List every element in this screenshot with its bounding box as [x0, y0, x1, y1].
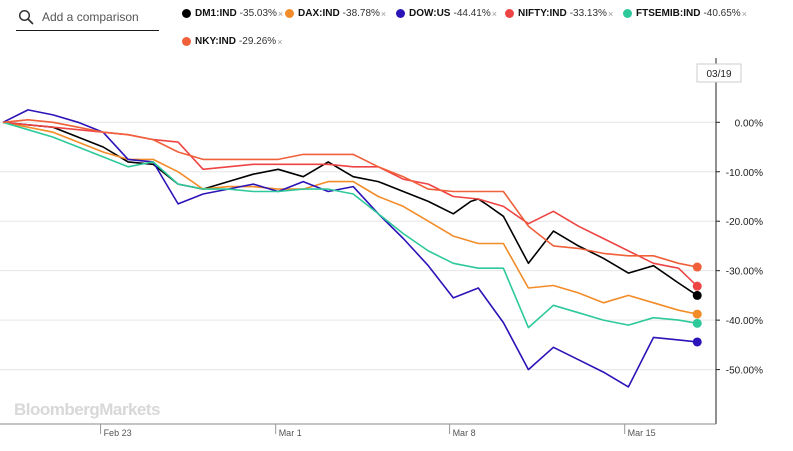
legend-dot	[182, 37, 191, 46]
remove-series-icon[interactable]: ×	[277, 8, 284, 19]
legend-dot	[182, 9, 191, 18]
legend-name: NKY:IND	[195, 36, 236, 47]
series-line	[2, 121, 698, 297]
legend-name: DOW:US	[409, 8, 451, 19]
legend-change: -29.26%	[238, 36, 277, 47]
remove-series-icon[interactable]: ×	[741, 8, 747, 19]
legend-item-nky[interactable]: NKY:IND -29.26% ×	[182, 36, 282, 47]
legend-name: DM1:IND	[195, 8, 237, 19]
bloomberg-markets-logo: BloombergMarkets	[14, 400, 160, 419]
y-tick-label: -20.00%	[726, 217, 763, 228]
series-endpoint-marker	[692, 281, 702, 291]
legend-change: -33.13%	[569, 8, 607, 19]
series-line	[2, 109, 698, 388]
series-endpoint-marker	[692, 309, 702, 319]
legend-item-dm1[interactable]: DM1:IND -35.03% ×	[182, 8, 283, 19]
grid	[0, 121, 716, 371]
series-endpoint-marker	[692, 290, 702, 300]
x-tick-label: Mar 8	[453, 428, 476, 438]
series-line	[2, 121, 698, 287]
x-tick-label: Feb 23	[104, 428, 132, 438]
remove-series-icon[interactable]: ×	[491, 8, 497, 19]
legend-item-dow[interactable]: DOW:US -44.41% ×	[396, 8, 497, 19]
legend-name: NIFTY:IND	[518, 8, 567, 19]
y-tick-label: -10.00%	[726, 168, 763, 179]
performance-chart[interactable]: 03/19 0.00% -10.00% -20.00% -30.00% -40.00% -…	[0, 58, 793, 451]
x-tick-label: Mar 15	[628, 428, 656, 438]
remove-series-icon[interactable]: ×	[607, 8, 614, 19]
series-line	[2, 121, 698, 329]
legend-item-nifty[interactable]: NIFTY:IND -33.13% ×	[505, 8, 613, 19]
legend-item-ftsemib[interactable]: FTSEMIB:IND -40.65% ×	[623, 8, 747, 19]
legend-change: -44.41%	[453, 8, 491, 19]
series-lines	[2, 109, 702, 388]
remove-series-icon[interactable]: ×	[277, 36, 283, 47]
search-icon	[18, 9, 34, 25]
comparison-input[interactable]	[42, 10, 152, 24]
series-line	[2, 118, 698, 268]
comparison-search[interactable]	[16, 4, 159, 31]
legend-item-dax[interactable]: DAX:IND -38.78% ×	[285, 8, 386, 19]
y-tick-label: -30.00%	[726, 267, 763, 278]
date-badge-label: 03/19	[706, 69, 731, 80]
legend-name: DAX:IND	[298, 8, 340, 19]
series-endpoint-marker	[692, 337, 702, 347]
series-endpoint-marker	[692, 318, 702, 328]
legend-dot	[623, 9, 632, 18]
legend-dot	[505, 9, 514, 18]
y-tick-label: -40.00%	[726, 316, 763, 327]
series-endpoint-marker	[692, 262, 702, 272]
legend-dot	[285, 9, 294, 18]
chart-svg[interactable]: 03/19 0.00% -10.00% -20.00% -30.00% -40.00% -…	[0, 58, 793, 446]
legend-change: -40.65%	[703, 8, 741, 19]
x-tick-label: Mar 1	[279, 428, 302, 438]
date-badge	[696, 63, 742, 83]
legend-change: -35.03%	[239, 8, 277, 19]
legend-name: FTSEMIB:IND	[636, 8, 701, 19]
legend-dot	[396, 9, 405, 18]
series-line	[2, 121, 698, 315]
legend-change: -38.78%	[342, 8, 380, 19]
y-tick-label: -50.00%	[726, 366, 763, 377]
remove-series-icon[interactable]: ×	[380, 8, 387, 19]
y-tick-label: 0.00%	[735, 118, 763, 129]
axes: 03/19 0.00% -10.00% -20.00% -30.00% -40.00% -…	[0, 58, 763, 438]
